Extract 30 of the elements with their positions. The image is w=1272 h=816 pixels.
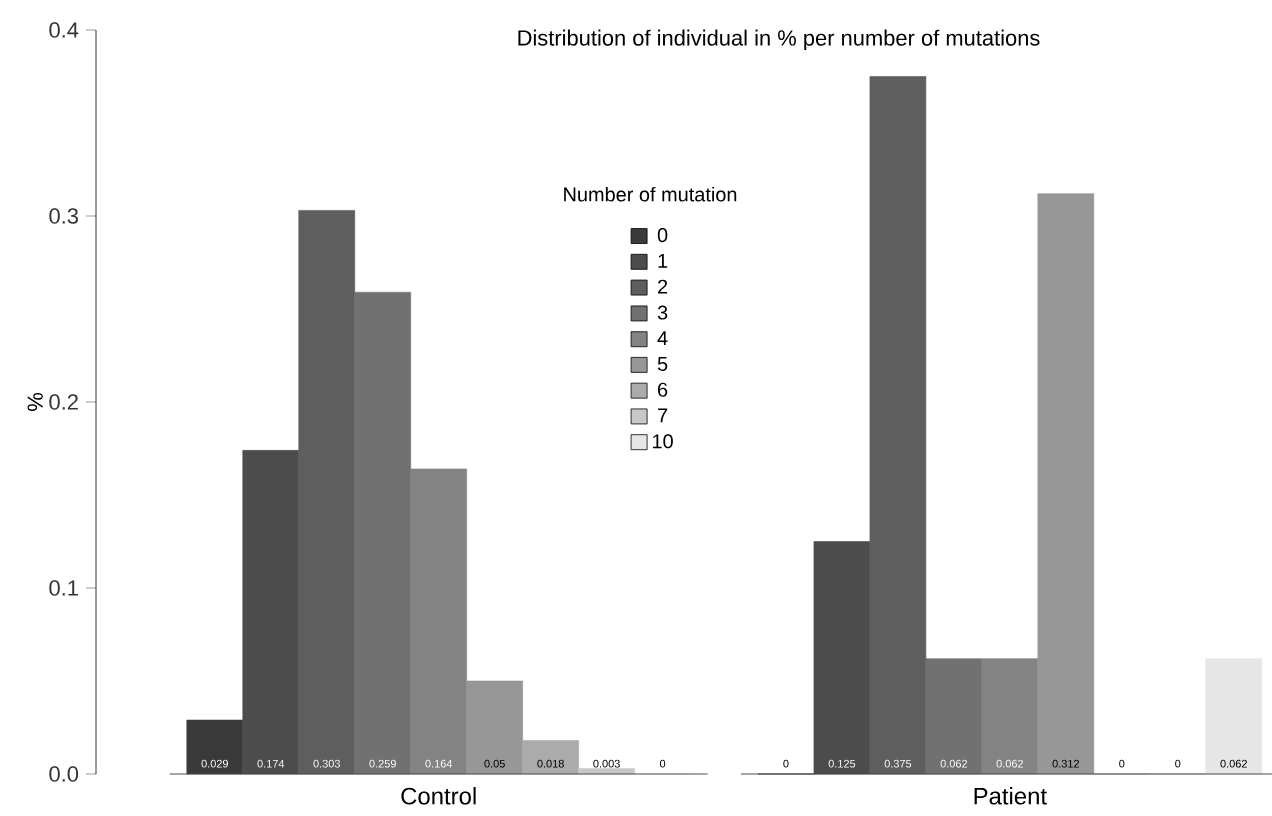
chart-title: Distribution of individual in % per number of mutations xyxy=(518,29,1040,50)
legend-label: 10 xyxy=(653,434,673,449)
legend-title: Number of mutation xyxy=(564,186,737,202)
bar xyxy=(522,740,579,775)
y-tick-label: 0.3 xyxy=(49,208,78,224)
y-tick-label: 0.0 xyxy=(49,766,79,782)
legend-label: 5 xyxy=(657,357,668,371)
y-tick-label: 0.1 xyxy=(49,580,78,596)
bar xyxy=(925,658,983,775)
y-axis-title: % xyxy=(27,393,43,411)
legend-label: 2 xyxy=(658,279,668,294)
x-tick-label: Patient xyxy=(974,787,1047,805)
bar xyxy=(410,468,467,775)
bar xyxy=(466,680,523,775)
x-tick-label: Control xyxy=(401,787,476,805)
bar xyxy=(298,210,356,775)
bar xyxy=(1205,658,1263,775)
bar xyxy=(981,658,1039,775)
y-tick-label: 0.2 xyxy=(49,394,78,410)
bar xyxy=(869,76,927,775)
legend-label: 6 xyxy=(658,382,668,397)
bar xyxy=(354,291,412,775)
legend-label: 3 xyxy=(657,305,668,320)
bar xyxy=(1037,193,1095,775)
y-tick-label: 0.4 xyxy=(49,22,79,38)
bar xyxy=(186,719,244,775)
legend-label: 4 xyxy=(657,331,668,346)
legend-label: 7 xyxy=(658,408,668,423)
legend-label: 1 xyxy=(658,253,668,268)
legend-label: 0 xyxy=(657,228,668,243)
